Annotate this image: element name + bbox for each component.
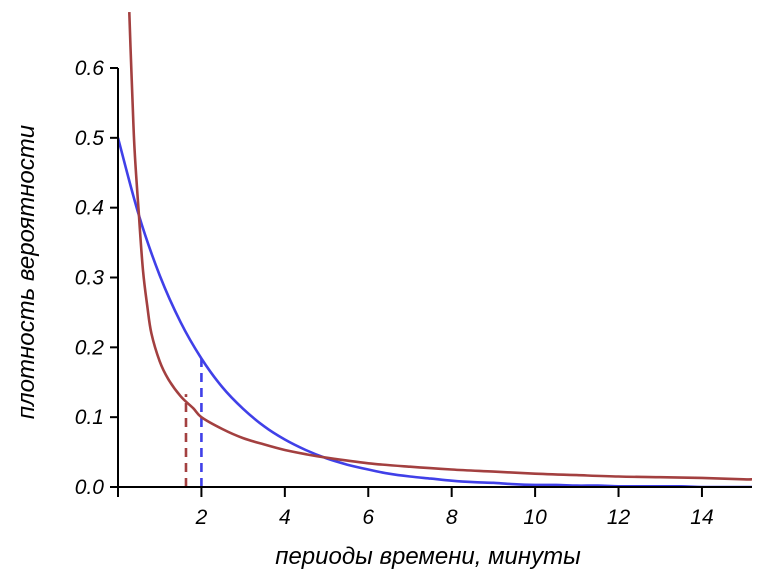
y-axis-title: плотность вероятности [13, 125, 40, 419]
x-tick-label: 6 [362, 506, 374, 529]
y-tick-label: 0.2 [75, 336, 105, 359]
y-tick-label: 0.5 [75, 127, 105, 150]
plot-area [118, 12, 753, 488]
x-axis-ticks: 2 4 6 8 10 12 14 [117, 487, 714, 529]
y-tick-label: 0.1 [75, 406, 104, 429]
median-markers [184, 358, 203, 487]
y-axis-ticks: 0.0 0.1 0.2 0.3 0.4 0.5 0.6 [75, 57, 118, 499]
y-tick-label: 0.4 [75, 197, 104, 220]
y-tick-label: 0.6 [75, 57, 105, 80]
axes: 0.0 0.1 0.2 0.3 0.4 0.5 0.6 2 4 6 8 10 12 14 [75, 57, 752, 529]
y-tick-label: 0.0 [75, 476, 105, 499]
x-tick-label: 2 [195, 506, 208, 529]
series-lines [118, 12, 753, 488]
series-line-2 [128, 12, 753, 481]
x-axis-title: периоды времени, минуты [275, 543, 581, 570]
series-line-1 [118, 137, 753, 488]
y-tick-label: 0.3 [75, 267, 105, 290]
x-tick-label: 12 [607, 506, 631, 529]
x-tick-label: 4 [279, 506, 291, 529]
x-tick-label: 14 [690, 506, 713, 529]
x-tick-label: 8 [446, 506, 458, 529]
x-tick-label: 10 [523, 506, 547, 529]
